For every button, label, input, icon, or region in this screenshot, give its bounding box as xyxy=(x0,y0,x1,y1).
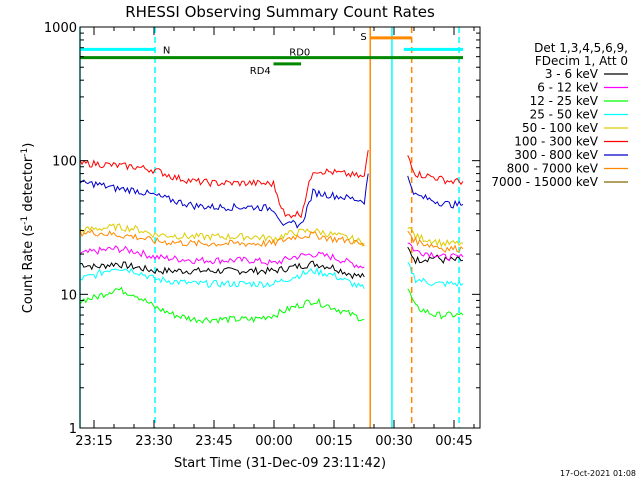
x-tick-label-4: 00:15 xyxy=(315,434,352,449)
series-line-4-1 xyxy=(407,226,464,248)
y-tick-label-2: 100 xyxy=(52,155,77,170)
y-axis-label-main: Count Rate (s xyxy=(21,225,36,314)
series-line-7-1 xyxy=(407,230,464,253)
series-line-5-1 xyxy=(407,155,464,186)
x-tick-label-2: 23:45 xyxy=(195,434,232,449)
y-tick-label-1: 10 xyxy=(60,288,77,303)
series-line-3-1 xyxy=(407,261,464,288)
series-line-2-1 xyxy=(407,288,464,320)
y-tick-label-0: 1 xyxy=(69,422,77,437)
y-axis-label-sup1: -1 xyxy=(20,216,30,225)
legend: Det 1,3,4,5,6,9, FDecim 1, Att 0 3 - 6 k… xyxy=(491,41,628,189)
y-axis-label-end: ) xyxy=(21,143,36,148)
legend-label-0: 3 - 6 keV xyxy=(545,67,599,81)
series-line-3-0 xyxy=(79,266,365,290)
legend-label-5: 100 - 300 keV xyxy=(514,135,598,149)
legend-label-8: 7000 - 15000 keV xyxy=(491,175,598,189)
series-line-1-0 xyxy=(79,245,365,269)
legend-label-1: 6 - 12 keV xyxy=(537,81,599,95)
plot-frame xyxy=(79,26,481,429)
x-tick-label-3: 00:00 xyxy=(255,434,292,449)
series-line-4-0 xyxy=(79,223,365,247)
x-tick-label-1: 23:30 xyxy=(135,434,172,449)
annotation-label-4: S xyxy=(360,32,366,43)
series-line-6-1 xyxy=(407,175,464,209)
legend-label-4: 50 - 100 keV xyxy=(522,121,599,135)
annotation-label-0: N xyxy=(163,45,170,56)
series-line-0-1 xyxy=(407,246,464,265)
series-line-1-1 xyxy=(407,242,464,262)
x-axis: 23:15 23:30 23:45 00:00 00:15 00:30 00:45 xyxy=(75,27,475,449)
legend-header-2: FDecim 1, Att 0 xyxy=(535,54,628,68)
legend-header-1: Det 1,3,4,5,6,9, xyxy=(534,41,628,55)
series-line-5-0 xyxy=(79,150,369,219)
x-axis-label: Start Time (31-Dec-09 23:11:42) xyxy=(174,456,386,471)
series-line-2-0 xyxy=(79,286,365,325)
annotation-label-2: RD0 xyxy=(289,48,310,59)
y-tick-label-3: 1000 xyxy=(44,21,77,36)
x-tick-label-5: 00:30 xyxy=(375,434,412,449)
y-axis-label-mid: detector xyxy=(21,156,36,216)
y-axis-label: Count Rate (s-1 detector-1) xyxy=(20,143,36,314)
annotation-label-3: RD4 xyxy=(250,66,271,77)
x-tick-label-0: 23:15 xyxy=(75,434,112,449)
legend-label-7: 800 - 7000 keV xyxy=(507,162,599,176)
legend-label-3: 25 - 50 keV xyxy=(530,108,599,122)
y-axis-label-sup2: -1 xyxy=(20,148,30,157)
series-line-0-0 xyxy=(79,260,365,280)
legend-label-6: 300 - 800 keV xyxy=(514,148,598,162)
x-tick-label-6: 00:45 xyxy=(435,434,472,449)
series-line-7-0 xyxy=(79,228,365,248)
legend-label-2: 12 - 25 keV xyxy=(530,94,599,108)
series-line-6-0 xyxy=(79,173,369,229)
footer-timestamp: 17-Oct-2021 01:08 xyxy=(560,469,636,478)
chart-title: RHESSI Observing Summary Count Rates xyxy=(125,3,435,21)
plot-area: N RD0 RD4 S xyxy=(79,27,464,428)
y-axis: 1 10 100 1000 xyxy=(44,21,480,437)
